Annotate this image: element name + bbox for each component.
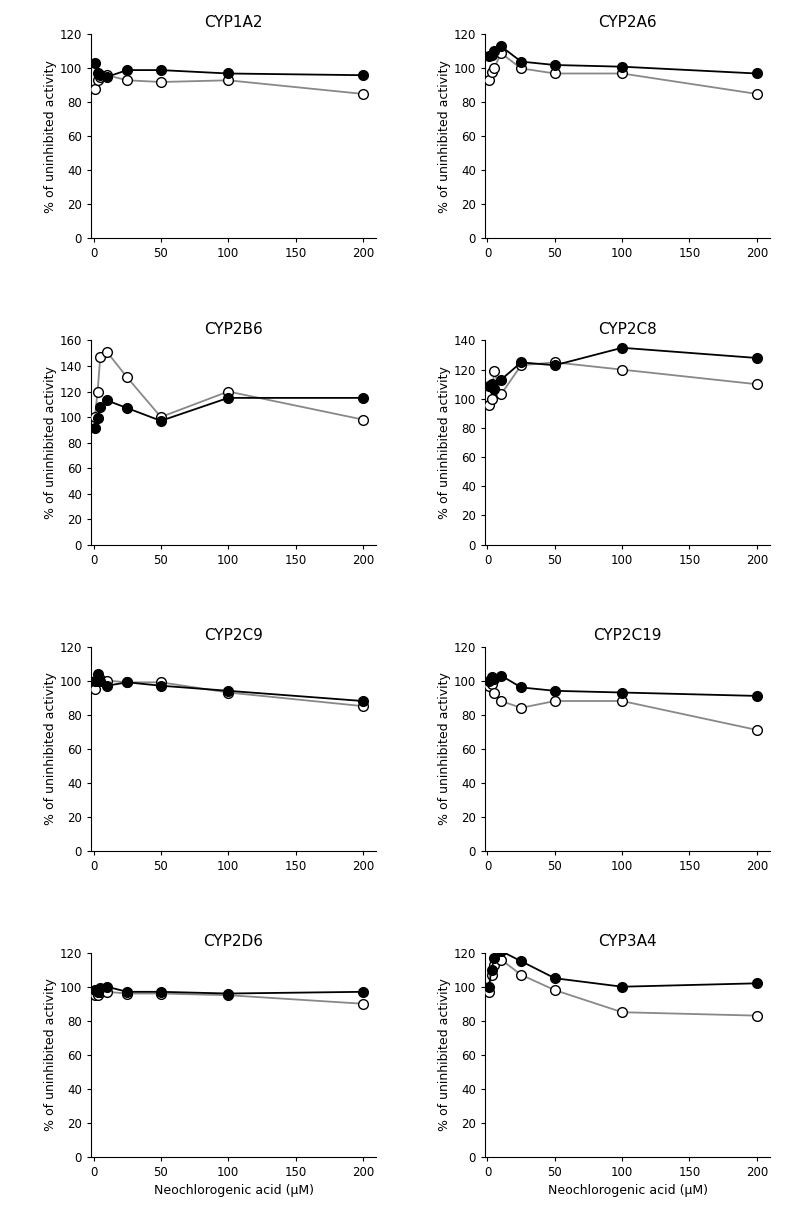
Y-axis label: % of uninhibited activity: % of uninhibited activity [438,979,450,1131]
Y-axis label: % of uninhibited activity: % of uninhibited activity [43,60,57,212]
Title: CYP3A4: CYP3A4 [598,933,656,949]
Y-axis label: % of uninhibited activity: % of uninhibited activity [43,672,57,825]
Title: CYP2C8: CYP2C8 [598,322,657,336]
Title: CYP2B6: CYP2B6 [204,322,263,336]
Title: CYP2C9: CYP2C9 [204,628,263,642]
Y-axis label: % of uninhibited activity: % of uninhibited activity [438,672,450,825]
Y-axis label: % of uninhibited activity: % of uninhibited activity [43,366,57,519]
Title: CYP2C19: CYP2C19 [593,628,662,642]
Y-axis label: % of uninhibited activity: % of uninhibited activity [438,366,450,519]
Y-axis label: % of uninhibited activity: % of uninhibited activity [43,979,57,1131]
Title: CYP1A2: CYP1A2 [205,16,263,31]
X-axis label: Neochlorogenic acid (μM): Neochlorogenic acid (μM) [153,1184,314,1197]
Title: CYP2D6: CYP2D6 [204,933,264,949]
Y-axis label: % of uninhibited activity: % of uninhibited activity [438,60,450,212]
X-axis label: Neochlorogenic acid (μM): Neochlorogenic acid (μM) [547,1184,708,1197]
Title: CYP2A6: CYP2A6 [598,16,656,31]
